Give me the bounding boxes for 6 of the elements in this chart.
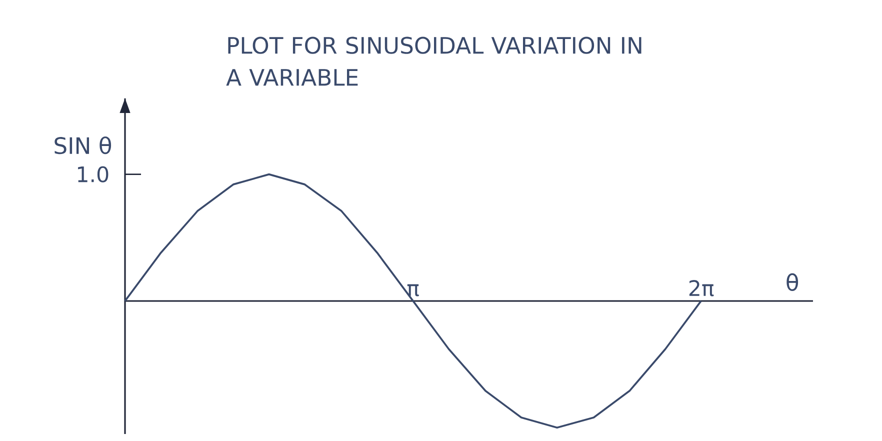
x-tick-label: 2π [689,280,714,296]
x-axis-title: θ [786,273,798,291]
y-axis-title: SIN θ [54,136,112,154]
chart-title: PLOT FOR SINUSOIDAL VARIATION IN A VARIABLE [226,36,642,86]
text: 1.0 [78,166,108,182]
x-tick-label: π [407,284,419,296]
